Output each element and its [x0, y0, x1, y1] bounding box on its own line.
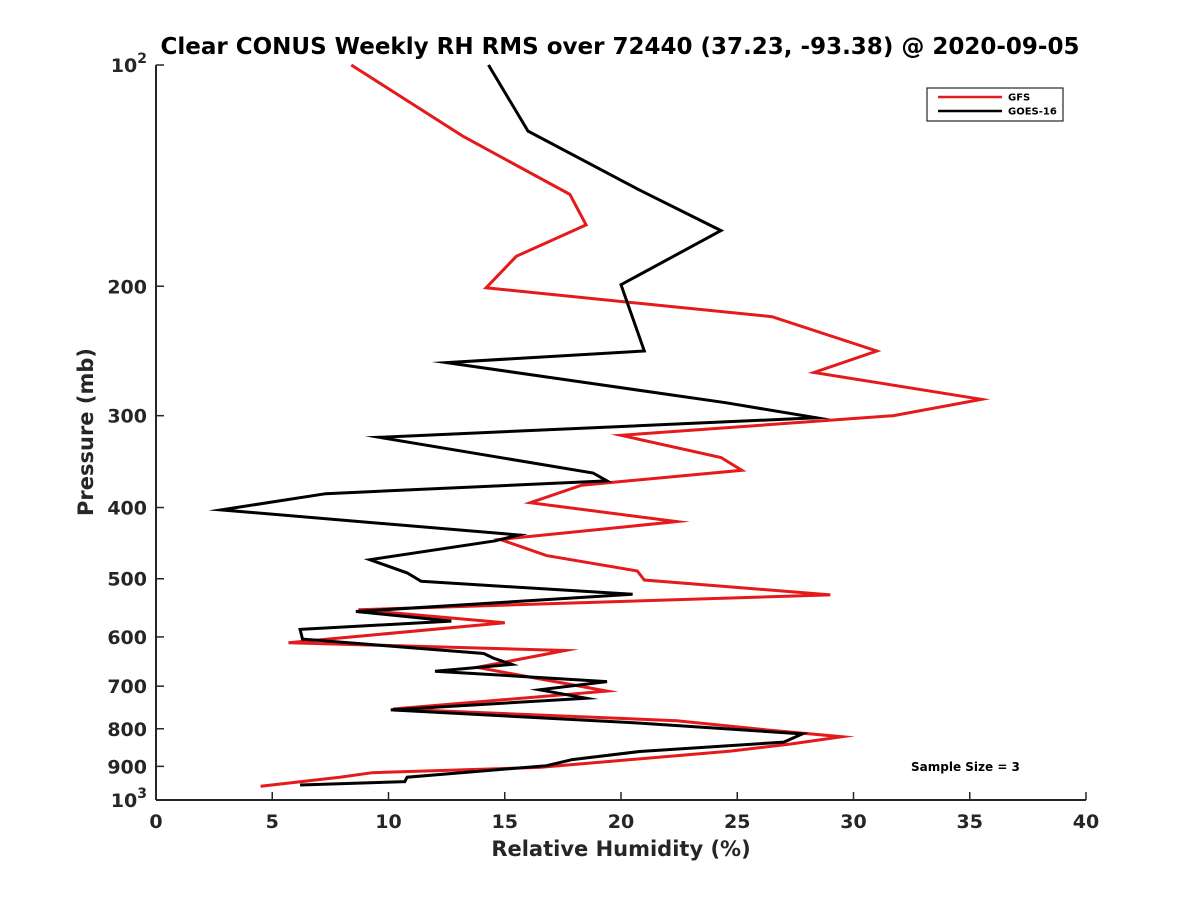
- chart-title: Clear CONUS Weekly RH RMS over 72440 (37…: [161, 34, 1080, 60]
- x-tick-label: 30: [840, 811, 866, 833]
- series-line-goes16: [208, 64, 831, 787]
- series-group: [208, 63, 991, 788]
- y-tick-label: 200: [107, 276, 147, 298]
- y-tick-label: 900: [107, 756, 147, 778]
- sample-size-annotation: Sample Size = 3: [911, 760, 1020, 774]
- y-tick-label: 102: [111, 51, 147, 77]
- x-axis-ticks: 0 5 10 15 20 25 30 35 40: [149, 792, 1099, 833]
- x-tick-label: 25: [724, 811, 750, 833]
- y-tick-label: 500: [107, 569, 147, 591]
- y-axis-ticks: 102 200 300 400 500 600 700 800 900 103: [107, 51, 164, 812]
- legend-label-gfs: GFS: [1008, 93, 1030, 104]
- y-tick-label: 400: [107, 498, 147, 520]
- y-tick-label: 700: [107, 676, 147, 698]
- x-tick-label: 5: [266, 811, 279, 833]
- x-tick-label: 0: [149, 811, 162, 833]
- x-tick-label: 10: [375, 811, 401, 833]
- x-tick-label: 35: [957, 811, 983, 833]
- y-tick-label: 600: [107, 627, 147, 649]
- y-tick-label: 103: [111, 786, 147, 812]
- legend-box: [926, 87, 1064, 122]
- x-tick-label: 15: [492, 811, 518, 833]
- x-tick-label: 20: [608, 811, 634, 833]
- legend-label-goes16: GOES-16: [1008, 107, 1057, 118]
- series-line-gfs: [260, 63, 991, 788]
- legend: GFS GOES-16: [926, 87, 1064, 122]
- x-tick-label: 40: [1073, 811, 1099, 833]
- y-tick-label: 300: [107, 406, 147, 428]
- x-axis-label: Relative Humidity (%): [491, 837, 750, 861]
- y-axis-label: Pressure (mb): [74, 348, 98, 516]
- y-tick-label: 800: [107, 719, 147, 741]
